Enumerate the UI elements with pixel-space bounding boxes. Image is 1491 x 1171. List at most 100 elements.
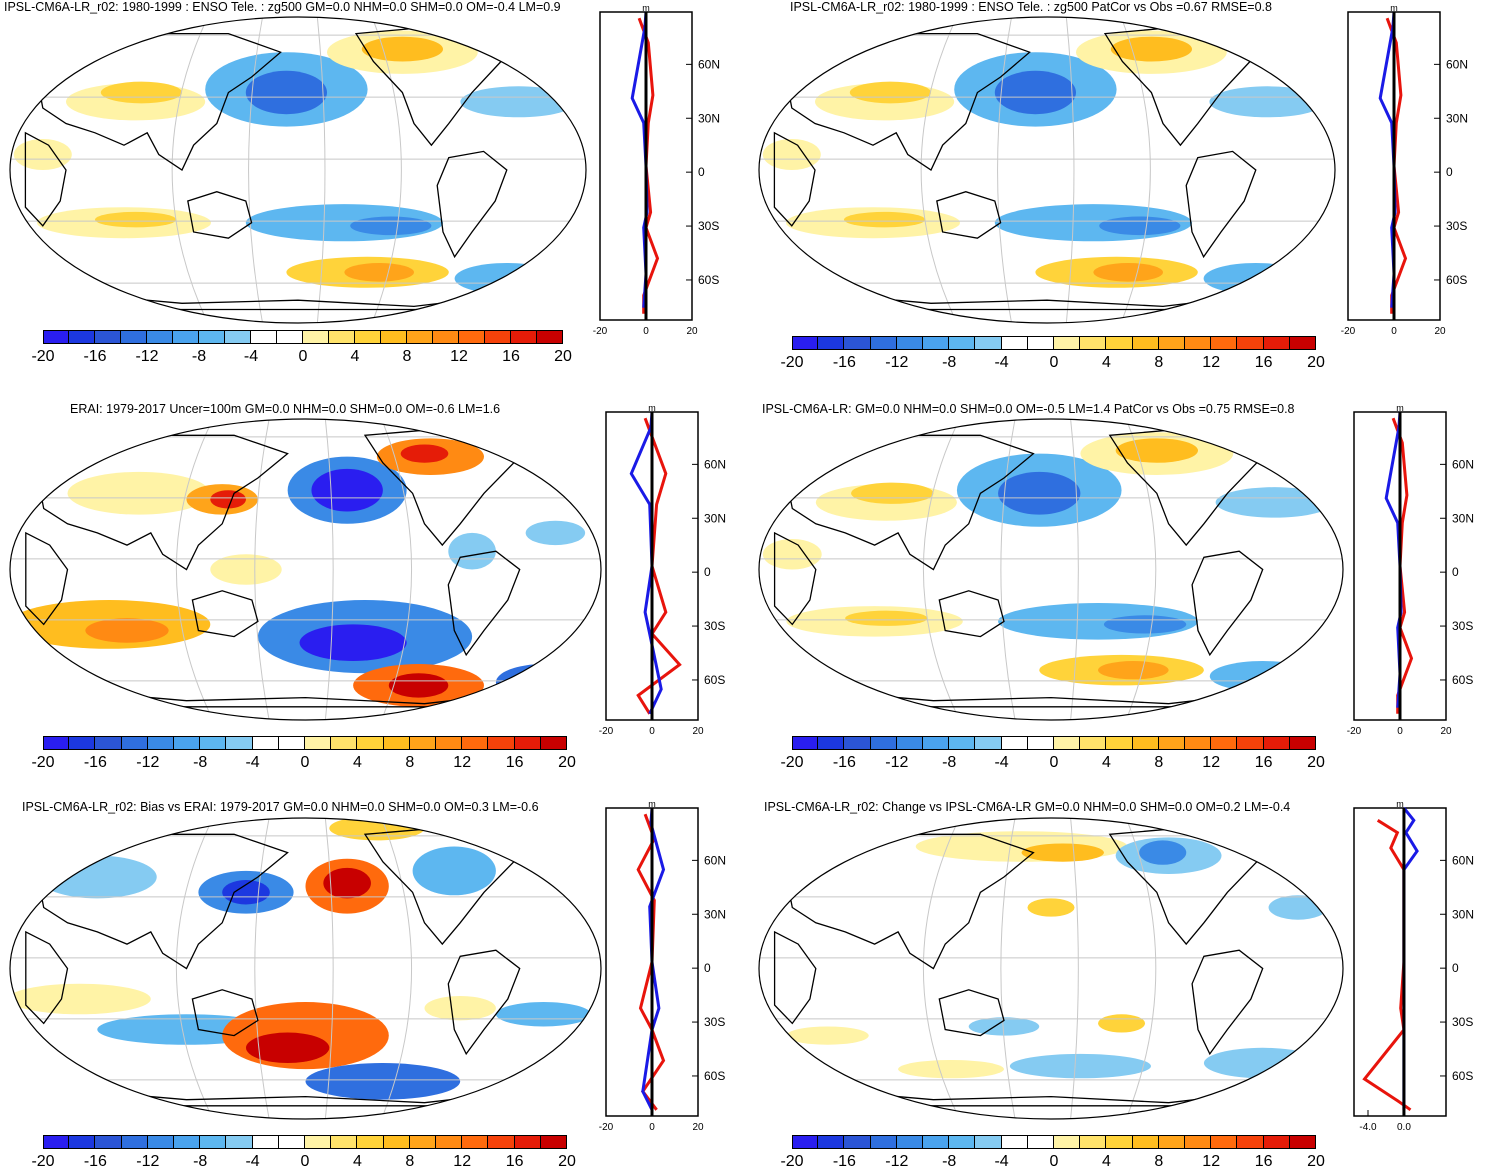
anomaly-region xyxy=(246,1032,330,1064)
colorbar-swatch xyxy=(121,736,148,750)
profile-line-blue xyxy=(629,411,663,715)
colorbar: -20 -16 -12 -8 -4 0 4 8 12 16 20 xyxy=(31,330,572,370)
colorbar-tick-label: -8 xyxy=(193,1153,208,1170)
colorbar-tick-label: 16 xyxy=(505,1153,524,1170)
colorbar-tick-label: -20 xyxy=(31,754,55,771)
anomaly-region xyxy=(85,618,169,643)
anomaly-region xyxy=(361,36,443,62)
colorbar-swatch xyxy=(277,330,303,344)
colorbar-swatch xyxy=(923,336,950,350)
colorbar-tick-label: 16 xyxy=(505,754,524,771)
colorbar-swatch xyxy=(896,1135,923,1149)
colorbar-tick-label: 12 xyxy=(453,754,472,771)
profile-unit-label: m xyxy=(1390,3,1398,13)
colorbar-swatch xyxy=(1185,736,1212,750)
colorbar-swatch xyxy=(95,736,122,750)
profile-lat-label: 60N xyxy=(704,457,726,471)
coastline xyxy=(187,191,253,239)
colorbar-tick-label: -12 xyxy=(885,754,909,771)
anomaly-region xyxy=(388,673,449,698)
anomaly-region xyxy=(495,1002,592,1027)
profile-x-tick-label: 20 xyxy=(686,326,698,337)
profile-lat-label: 60S xyxy=(698,273,719,287)
colorbar-tick-label: 4 xyxy=(352,754,362,771)
colorbar-tick-label: 4 xyxy=(1101,754,1111,771)
colorbar-tick-label: -8 xyxy=(942,754,957,771)
colorbar-swatch xyxy=(1237,1135,1264,1149)
colorbar-swatch xyxy=(923,1135,950,1149)
colorbar-swatch xyxy=(69,736,96,750)
profile-lat-label: 0 xyxy=(1446,165,1453,179)
colorbar-swatch xyxy=(514,1135,541,1149)
colorbar-swatch xyxy=(278,736,305,750)
profile-lat-label: 60S xyxy=(1446,273,1467,287)
colorbar-swatch xyxy=(844,1135,871,1149)
colorbar-tick-label: -8 xyxy=(193,754,208,771)
colorbar-swatch xyxy=(225,330,251,344)
colorbar-tick-label: -4 xyxy=(994,1153,1009,1170)
colorbar-swatch xyxy=(355,330,381,344)
profile-unit-label: m xyxy=(642,3,650,13)
colorbar-swatch xyxy=(252,736,279,750)
colorbar-swatch xyxy=(1054,736,1081,750)
profile-x-tick-label: 20 xyxy=(1434,326,1446,337)
anomaly-region xyxy=(1093,263,1163,282)
colorbar-swatch xyxy=(818,736,845,750)
anomaly-region xyxy=(898,1060,1004,1079)
colorbar-swatch xyxy=(1027,736,1054,750)
colorbar-swatch xyxy=(173,330,199,344)
coastline xyxy=(785,833,1035,970)
colorbar-swatch xyxy=(896,736,923,750)
colorbar-tick-label: 0 xyxy=(1049,754,1059,771)
colorbar-swatch xyxy=(975,736,1002,750)
colorbar-swatch xyxy=(949,1135,976,1149)
coastline xyxy=(785,32,1031,171)
colorbar-swatch xyxy=(1027,1135,1054,1149)
colorbar-tick-label: 4 xyxy=(1101,354,1111,371)
colorbar-swatch xyxy=(792,1135,819,1149)
colorbar-swatch xyxy=(121,1135,148,1149)
colorbar-tick-label: -4 xyxy=(243,348,259,365)
colorbar-swatch xyxy=(1080,736,1107,750)
anomaly-region xyxy=(1203,1047,1322,1079)
world-map xyxy=(758,418,1344,721)
profile-x-tick-label: 0.0 xyxy=(1397,1122,1411,1133)
anomaly-region xyxy=(1027,898,1075,917)
colorbar-tick-label: 0 xyxy=(298,348,308,365)
profile-lat-label: 60N xyxy=(1452,457,1474,471)
colorbar: -20 -16 -12 -8 -4 0 4 8 12 16 20 xyxy=(780,336,1325,376)
colorbar-swatch xyxy=(462,736,489,750)
profile-x-tick-label: -20 xyxy=(1347,726,1362,737)
coastline xyxy=(1191,550,1264,657)
coastline xyxy=(447,949,521,1056)
profile-lat-label: 60N xyxy=(1446,57,1468,71)
anomaly-region xyxy=(100,81,182,104)
colorbar-tick-label: -16 xyxy=(83,348,107,365)
anomaly-region xyxy=(412,846,496,896)
colorbar-tick-label: -4 xyxy=(245,1153,260,1170)
colorbar-tick-label: -8 xyxy=(942,354,957,371)
profile-lat-label: 30N xyxy=(698,111,720,125)
colorbar-tick-label: 16 xyxy=(1254,754,1273,771)
colorbar: -20 -16 -12 -8 -4 0 4 8 12 16 20 xyxy=(780,736,1325,776)
colorbar-tick-label: 20 xyxy=(558,1153,576,1170)
colorbar-swatch xyxy=(1289,1135,1316,1149)
colorbar-swatch xyxy=(121,330,147,344)
zonal-mean-profile: m 60N 30N 0 30S 60S -20 0 20 xyxy=(599,403,726,737)
anomaly-region xyxy=(448,532,496,570)
colorbar-swatch xyxy=(1158,1135,1185,1149)
coastline xyxy=(24,131,67,227)
colorbar: -20 -16 -12 -8 -4 0 4 8 12 16 20 xyxy=(31,736,576,776)
anomaly-region xyxy=(844,211,926,228)
colorbar-swatch xyxy=(1211,736,1238,750)
colorbar-swatch xyxy=(1211,336,1238,350)
colorbar-swatch xyxy=(1132,1135,1159,1149)
colorbar-tick-label: 20 xyxy=(554,348,572,365)
world-map xyxy=(9,16,587,324)
colorbar-swatch xyxy=(174,736,201,750)
profile-x-tick-label: 20 xyxy=(692,1122,704,1133)
profile-lat-label: 0 xyxy=(698,165,705,179)
colorbar-swatch xyxy=(147,1135,174,1149)
profile-line-red xyxy=(1362,819,1412,1112)
colorbar-tick-label: 16 xyxy=(1254,354,1273,371)
